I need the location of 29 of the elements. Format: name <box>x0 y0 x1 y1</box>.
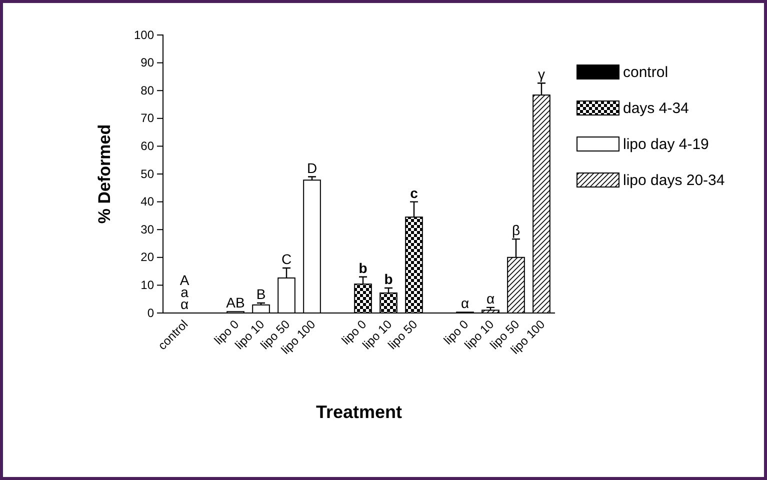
data-label: b <box>358 260 368 276</box>
y-tick-label: 80 <box>140 83 154 98</box>
y-tick-label: 90 <box>140 56 154 70</box>
data-label: C <box>281 250 292 267</box>
y-tick-label: 70 <box>140 111 154 126</box>
legend-label: lipo days 20-34 <box>623 172 725 189</box>
y-tick-label: 0 <box>147 306 154 320</box>
data-label: α <box>486 290 495 306</box>
data-label: α <box>460 295 470 312</box>
x-axis-title: Treatment <box>316 402 402 422</box>
data-label: c <box>410 184 418 201</box>
y-tick-label: 50 <box>140 166 154 181</box>
legend-label: lipo day 4-19 <box>623 136 709 153</box>
y-tick-label: 30 <box>140 222 154 236</box>
data-label: B <box>256 286 266 302</box>
y-tick-label: 60 <box>140 139 154 154</box>
data-label: D <box>306 160 318 176</box>
y-tick-label: 40 <box>140 194 154 209</box>
y-tick-label: 100 <box>134 28 154 42</box>
data-label: γ <box>538 66 545 82</box>
data-label: β <box>512 222 520 238</box>
y-axis-title: % Deformed <box>95 124 114 224</box>
legend-label: control <box>623 64 668 81</box>
data-label: A a α <box>180 272 190 312</box>
legend-label: days 4-34 <box>623 100 689 117</box>
data-label: b <box>384 270 393 287</box>
y-tick-label: 10 <box>140 278 154 292</box>
y-tick-label: 20 <box>140 250 154 264</box>
data-label: AB <box>226 294 245 311</box>
